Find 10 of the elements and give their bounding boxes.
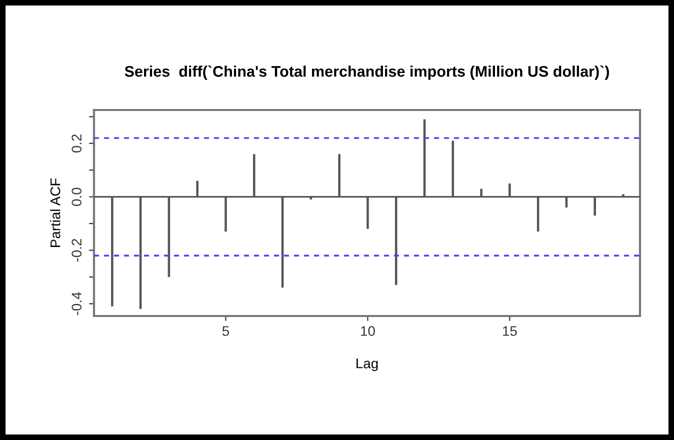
x-axis-title: Lag: [356, 358, 378, 372]
x-tick-label: 10: [361, 326, 375, 336]
chart-title: Series diff(`China's Total merchandise imports (Million US dollar)`): [124, 65, 610, 80]
y-tick-label: 0.2: [72, 134, 82, 153]
y-tick-label: -0.4: [72, 292, 82, 316]
y-tick-label: -0.2: [72, 239, 82, 262]
x-tick-label: 5: [222, 326, 230, 336]
y-tick-label: 0.0: [72, 188, 82, 206]
y-axis-title: Partial ACF: [50, 178, 60, 247]
x-tick-label: 15: [503, 326, 517, 336]
